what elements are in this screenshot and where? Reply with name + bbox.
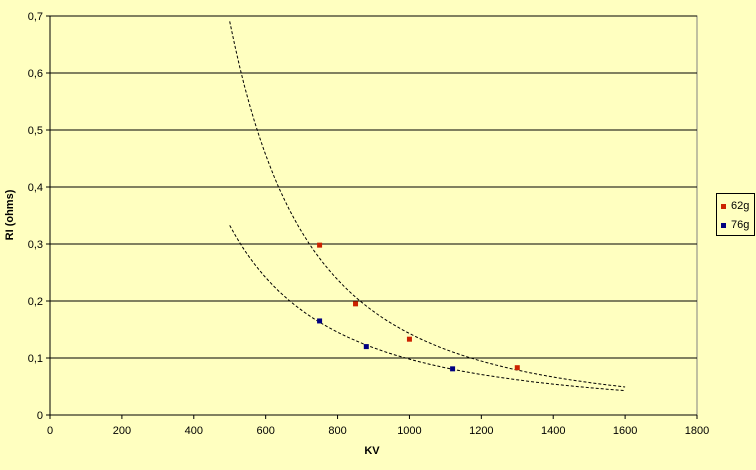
- plot-background: [49, 15, 698, 416]
- legend-label-62g: 62g: [731, 200, 750, 212]
- x-tick-label: 400: [185, 425, 203, 437]
- x-tick-label: 200: [113, 425, 131, 437]
- legend-swatch-62g: [721, 203, 726, 209]
- legend-item-62g: 62g: [721, 199, 749, 213]
- data-point-76g: [363, 344, 369, 350]
- y-tick-label: 0,7: [28, 11, 43, 23]
- y-tick-label: 0,4: [28, 182, 43, 194]
- y-tick-label: 0,5: [28, 125, 43, 137]
- data-point-76g: [317, 318, 323, 324]
- y-tick-label: 0,1: [28, 353, 43, 365]
- data-point-76g: [450, 366, 456, 372]
- y-tick-label: 0,2: [28, 296, 43, 308]
- y-axis-label: RI (ohms): [4, 189, 16, 240]
- legend: 62g 76g: [716, 193, 755, 236]
- x-tick-label: 1200: [469, 425, 493, 437]
- x-tick-label: 1800: [685, 425, 709, 437]
- x-tick-label: 800: [328, 425, 346, 437]
- y-tick-label: 0,3: [28, 239, 43, 251]
- data-point-62g: [406, 336, 412, 342]
- x-tick-label: 1600: [613, 425, 637, 437]
- data-point-62g: [353, 301, 359, 307]
- x-tick-label: 1000: [397, 425, 421, 437]
- data-point-62g: [317, 242, 323, 248]
- legend-item-76g: 76g: [721, 218, 749, 232]
- trendline-62g: [229, 21, 626, 388]
- y-tick-label: 0: [37, 410, 43, 422]
- y-tick-label: 0,6: [28, 68, 43, 80]
- x-tick-label: 1400: [541, 425, 565, 437]
- x-tick-label: 600: [256, 425, 274, 437]
- plot-area: 0 0,1 0,2 0,3 0,4 0,5 0,6 0,7 0 200 400 600 800 1000 1…: [28, 11, 710, 437]
- legend-swatch-76g: [721, 222, 726, 228]
- legend-label-76g: 76g: [731, 219, 750, 231]
- x-tick-label: 0: [47, 425, 53, 437]
- x-axis-label: KV: [364, 445, 380, 457]
- data-point-62g: [514, 365, 520, 371]
